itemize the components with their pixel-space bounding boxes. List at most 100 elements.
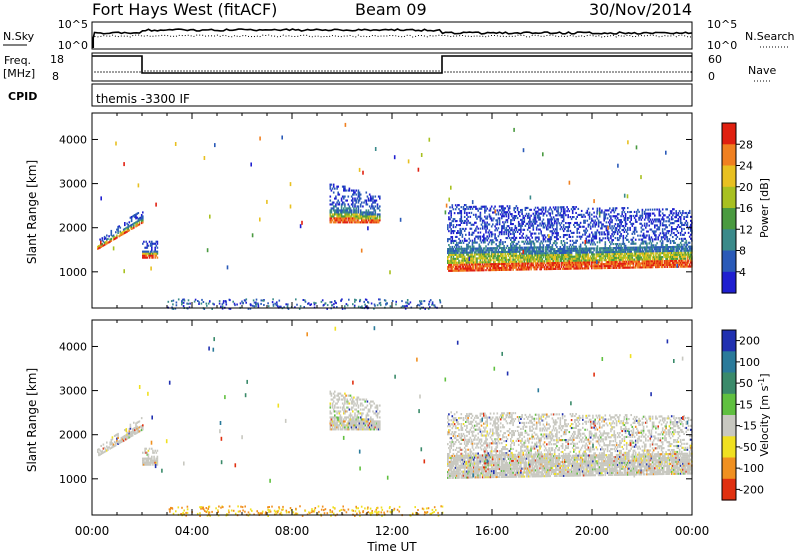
scatter-cell xyxy=(642,236,645,239)
scatter-cell xyxy=(659,264,662,267)
scatter-cell xyxy=(552,260,555,263)
scatter-cell xyxy=(592,265,594,268)
scatter-cell xyxy=(621,229,623,232)
scatter-cell xyxy=(568,260,570,265)
scatter-cell xyxy=(634,260,637,263)
scatter-cell xyxy=(574,247,576,250)
scatter-cell xyxy=(451,220,454,223)
scatter-cell xyxy=(512,223,514,226)
scatter-cell xyxy=(559,255,562,258)
scatter-cell xyxy=(139,425,142,428)
scatter-cell xyxy=(539,258,541,261)
scatter-cell xyxy=(620,256,622,259)
scatter-cell xyxy=(655,238,657,241)
scatter-cell xyxy=(534,252,537,255)
scatter-cell xyxy=(506,268,509,271)
scatter-cell xyxy=(459,229,461,232)
scatter-cell xyxy=(559,248,562,251)
scatter-cell xyxy=(614,256,617,259)
scatter-cell xyxy=(529,240,531,243)
scatter-cell xyxy=(449,238,451,241)
scatter-cell xyxy=(668,255,671,258)
scatter-cell xyxy=(429,306,431,309)
scatter-cell xyxy=(579,255,582,258)
scatter-cell xyxy=(364,219,366,222)
scatter-cell xyxy=(600,267,602,270)
scatter-cell xyxy=(469,267,472,270)
scatter-cell xyxy=(555,256,557,259)
scatter-cell xyxy=(597,259,600,262)
scatter-cell xyxy=(586,265,589,268)
scatter-cell xyxy=(690,229,692,232)
scatter-cell xyxy=(683,265,685,268)
scatter-cell xyxy=(481,235,484,238)
scatter-cell xyxy=(667,216,670,219)
scatter-cell xyxy=(236,303,238,306)
scatter-cell xyxy=(497,268,500,271)
scatter-cell xyxy=(106,445,108,448)
scatter-cell xyxy=(610,266,612,269)
scatter-cell xyxy=(593,267,595,270)
scatter-cell xyxy=(580,255,583,258)
scatter-cell xyxy=(332,420,335,423)
scatter-cell xyxy=(656,242,658,245)
scatter-cell xyxy=(490,239,493,242)
scatter-cell xyxy=(637,208,639,211)
scatter-cell xyxy=(356,197,359,200)
scatter-cell xyxy=(463,221,466,224)
scatter-cell xyxy=(460,206,463,209)
scatter-cell xyxy=(453,251,456,254)
scatter-cell xyxy=(585,245,587,248)
scatter-cell xyxy=(480,223,483,226)
scatter-cell xyxy=(645,208,647,211)
scatter-cell xyxy=(532,250,535,253)
scatter-cell xyxy=(685,249,688,252)
scatter-cell xyxy=(450,265,452,268)
scatter-cell xyxy=(466,263,468,266)
scatter-cell xyxy=(674,234,676,237)
scatter-cell xyxy=(363,219,365,222)
scatter-cell xyxy=(575,263,577,266)
scatter-cell xyxy=(515,268,518,271)
scatter-cell xyxy=(343,219,345,222)
scatter-cell xyxy=(542,254,545,257)
scatter-cell xyxy=(658,246,661,249)
scatter-cell xyxy=(619,262,621,265)
scatter-cell xyxy=(234,304,236,307)
scatter-cell xyxy=(508,260,511,263)
scatter-cell xyxy=(675,237,677,240)
scatter-cell xyxy=(670,255,673,258)
scatter-cell xyxy=(570,231,573,234)
scatter-cell xyxy=(582,251,584,254)
scatter-cell xyxy=(549,262,551,265)
scatter-cell xyxy=(128,430,131,433)
scatter-cell xyxy=(611,257,613,260)
scatter-cell xyxy=(534,214,537,217)
scatter-cell xyxy=(678,210,681,213)
scatter-cell xyxy=(520,230,522,233)
scatter-cell xyxy=(472,231,475,234)
scatter-cell xyxy=(353,215,355,218)
scatter-cell xyxy=(658,254,661,257)
scatter-cell xyxy=(508,252,511,255)
scatter-cell xyxy=(350,221,353,224)
scatter-cell xyxy=(484,237,486,240)
scatter-cell xyxy=(121,231,124,234)
scatter-cell xyxy=(588,259,591,262)
scatter-cell xyxy=(187,302,190,305)
scatter-cell xyxy=(363,201,365,204)
scatter-cell xyxy=(656,258,658,261)
scatter-cell xyxy=(490,235,493,238)
scatter-cell xyxy=(557,208,559,211)
scatter-cell xyxy=(153,459,155,462)
scatter-cell xyxy=(548,244,550,247)
scatter-cell xyxy=(532,220,535,223)
scatter-cell xyxy=(354,203,356,206)
scatter-cell xyxy=(152,459,154,462)
scatter-cell xyxy=(606,255,609,258)
scatter-cell xyxy=(110,442,113,445)
scatter-cell xyxy=(129,433,132,436)
scatter-cell xyxy=(366,215,369,218)
scatter-cell xyxy=(483,269,485,272)
scatter-cell xyxy=(128,221,131,224)
